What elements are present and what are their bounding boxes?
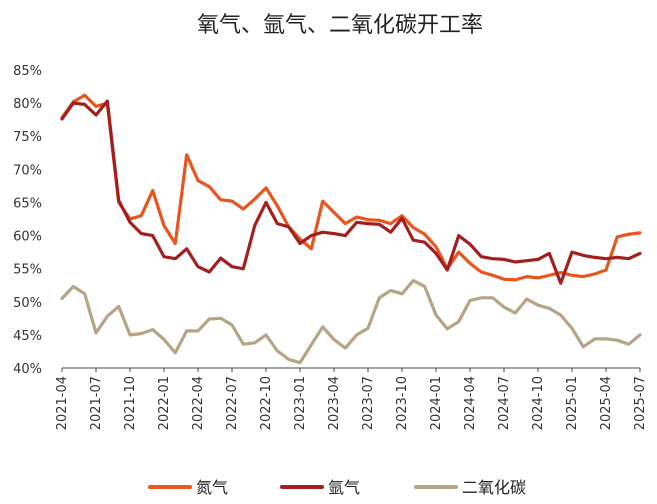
x-tick-label: 2021-04 <box>55 376 70 430</box>
y-tick-label: 45% <box>13 329 42 344</box>
legend-item: 二氧化碳 <box>414 478 526 497</box>
y-tick-label: 40% <box>13 362 42 377</box>
x-tick-label: 2023-07 <box>361 376 376 430</box>
y-axis: 40% 45% 50% 55% 60% 65% 70% 75% 80% 85% <box>13 64 42 377</box>
x-tick-label: 2021-07 <box>89 376 104 430</box>
x-tick-label: 2024-01 <box>429 376 444 430</box>
legend-label: 二氧化碳 <box>462 478 526 497</box>
y-tick-label: 70% <box>13 163 42 178</box>
x-axis: 2021-04 2021-07 2021-10 2022-01 2022-04 2022-… <box>55 367 648 430</box>
x-tick-label: 2025-01 <box>565 376 580 430</box>
legend-label: 氮气 <box>196 478 228 497</box>
x-tick-label: 2025-04 <box>599 376 614 430</box>
x-tick-label: 2024-10 <box>531 376 546 430</box>
legend-item: 氮气 <box>148 478 228 497</box>
x-tick-label: 2024-04 <box>463 376 478 430</box>
y-tick-label: 85% <box>13 64 42 79</box>
x-tick-label: 2023-04 <box>327 376 342 430</box>
series-lines <box>60 93 642 365</box>
x-tick-label: 2022-07 <box>225 376 240 430</box>
x-tick-label: 2022-04 <box>191 376 206 430</box>
x-tick-label: 2023-10 <box>395 376 410 430</box>
x-tick-label: 2023-01 <box>293 376 308 430</box>
y-tick-label: 80% <box>13 97 42 112</box>
legend: 氮气 氩气 二氧化碳 <box>148 478 526 497</box>
y-tick-label: 65% <box>13 196 42 211</box>
series-line-2 <box>60 279 642 365</box>
x-tick-label: 2025-07 <box>633 376 648 430</box>
chart-title: 氧气、氩气、二氧化碳开工率 <box>197 13 483 38</box>
legend-item: 氩气 <box>280 478 360 497</box>
series-line-1 <box>60 99 642 285</box>
legend-label: 氩气 <box>328 478 360 497</box>
y-tick-label: 75% <box>13 130 42 145</box>
x-tick-label: 2024-07 <box>497 376 512 430</box>
x-tick-label: 2021-10 <box>123 376 138 430</box>
series-line-0 <box>60 93 642 282</box>
x-tick-label: 2022-10 <box>259 376 274 430</box>
y-tick-label: 60% <box>13 230 42 245</box>
x-tick-label: 2022-01 <box>157 376 172 430</box>
y-tick-label: 50% <box>13 296 42 311</box>
y-tick-label: 55% <box>13 263 42 278</box>
